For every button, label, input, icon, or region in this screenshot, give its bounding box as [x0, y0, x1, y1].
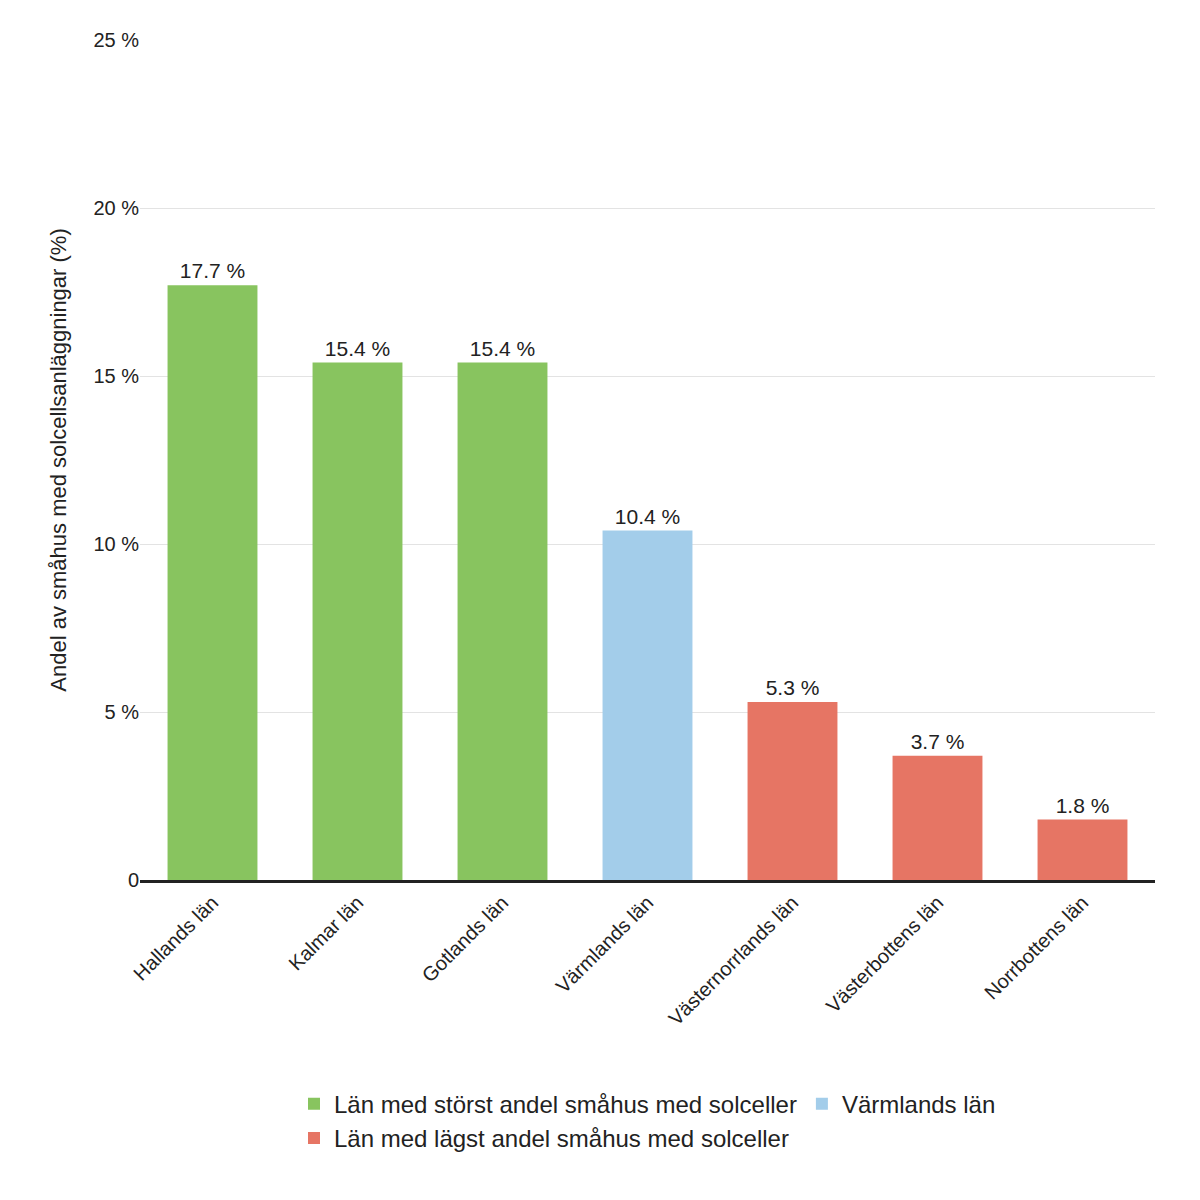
- svg-text:Län med lägst andel småhus med: Län med lägst andel småhus med solceller: [334, 1125, 789, 1152]
- svg-text:Västerbottens län: Västerbottens län: [822, 891, 948, 1017]
- svg-text:Gotlands län: Gotlands län: [417, 891, 512, 986]
- svg-text:15.4 %: 15.4 %: [470, 337, 535, 360]
- svg-text:10.4 %: 10.4 %: [615, 505, 680, 528]
- svg-text:15 %: 15 %: [93, 365, 139, 387]
- svg-text:Västernorrlands län: Västernorrlands län: [664, 891, 802, 1029]
- svg-text:Hallands län: Hallands län: [129, 891, 222, 984]
- svg-text:Kalmar län: Kalmar län: [284, 891, 367, 974]
- svg-text:25 %: 25 %: [93, 29, 139, 51]
- svg-text:0: 0: [128, 869, 139, 891]
- svg-text:10 %: 10 %: [93, 533, 139, 555]
- svg-text:15.4 %: 15.4 %: [325, 337, 390, 360]
- svg-text:Värmlands län: Värmlands län: [842, 1091, 995, 1118]
- svg-text:5 %: 5 %: [105, 701, 140, 723]
- svg-text:Värmlands län: Värmlands län: [551, 891, 657, 997]
- svg-text:1.8 %: 1.8 %: [1056, 794, 1110, 817]
- svg-text:3.7 %: 3.7 %: [911, 730, 965, 753]
- svg-text:Län med störst andel småhus me: Län med störst andel småhus med solcelle…: [334, 1091, 797, 1118]
- svg-text:Norrbottens län: Norrbottens län: [980, 891, 1092, 1003]
- svg-text:17.7 %: 17.7 %: [180, 259, 245, 282]
- svg-text:5.3 %: 5.3 %: [766, 676, 820, 699]
- svg-text:Andel av småhus med solcellsan: Andel av småhus med solcellsanläggningar…: [46, 228, 71, 691]
- svg-text:20 %: 20 %: [93, 197, 139, 219]
